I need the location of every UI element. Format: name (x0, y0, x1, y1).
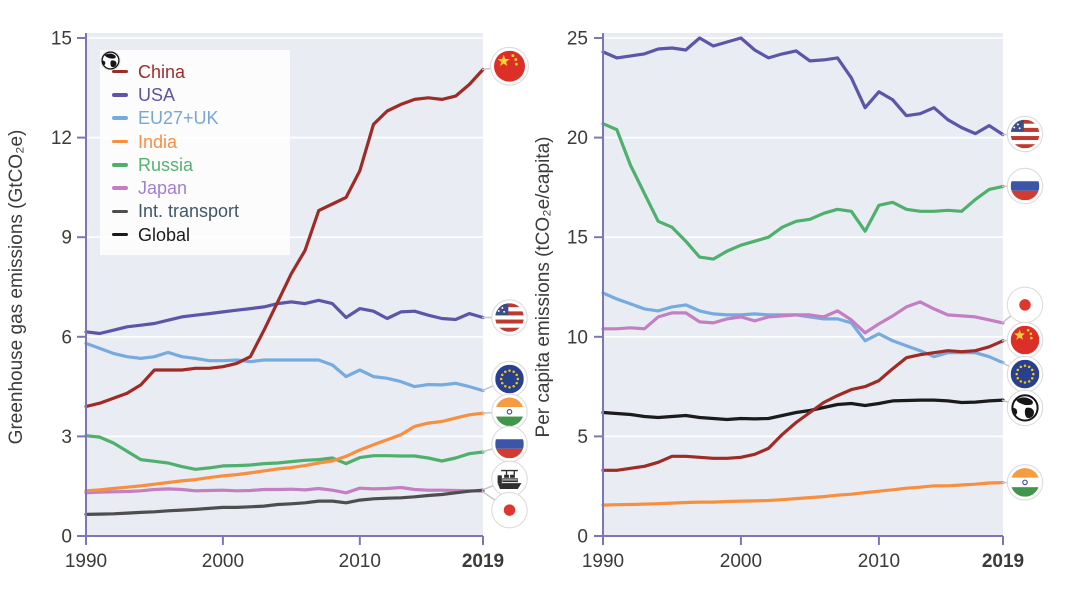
line-japan (84, 485, 485, 495)
line-india (601, 481, 1005, 507)
line-china (84, 67, 485, 409)
russia-flag-icon (1010, 171, 1040, 201)
legend-item-russia: Russia (100, 50, 290, 176)
india-flag-icon (495, 397, 524, 427)
line-eu27-uk (84, 341, 485, 393)
y-tick-label: 15 (567, 228, 588, 249)
legend-dash (112, 209, 128, 214)
line-global (601, 398, 1005, 422)
line-china (601, 339, 1005, 472)
y-tick-label: 6 (61, 327, 72, 348)
ship-flag-icon (495, 464, 524, 494)
legend-item-china: China (100, 50, 290, 83)
legend-dash (112, 116, 128, 120)
legend-label: India (138, 131, 178, 152)
japan-flag-icon (1010, 290, 1040, 320)
legend-dash (112, 93, 128, 97)
legend-label: USA (138, 84, 176, 105)
x-tick-label: 2010 (339, 551, 381, 572)
line-russia (601, 122, 1005, 261)
y-tick-label: 15 (51, 29, 72, 50)
usa-flag-icon (1010, 119, 1040, 149)
legend-label: China (138, 61, 186, 82)
legend-dash (112, 163, 128, 167)
right-chart: 0 5 10 15 20 25 1990 2000 2010 2019 (567, 29, 1044, 572)
right-y-axis-title: Per capita emissions (tCO₂e/capita) (533, 137, 554, 438)
legend-item-japan: Japan (100, 50, 290, 199)
japan-flag-icon (495, 495, 524, 525)
legend-item-eu27-uk: EU27+UK (100, 50, 290, 130)
legend-label: Russia (138, 154, 194, 175)
china-flag-icon (1010, 325, 1040, 355)
legend-label: Int. transport (138, 201, 240, 222)
usa-flag-icon (495, 303, 524, 332)
legend-label: Global (138, 224, 191, 245)
line-japan (601, 300, 1005, 335)
y-tick-label: 10 (567, 327, 588, 348)
x-tick-label: 2010 (858, 551, 900, 572)
y-tick-label: 3 (61, 427, 72, 448)
legend-label: Japan (138, 178, 188, 199)
legend-item-global: Global (100, 50, 290, 246)
x-tick-label: 2019 (462, 551, 504, 572)
line-int-transport (84, 488, 485, 517)
line-usa (601, 36, 1005, 137)
china-flag-icon (494, 50, 525, 82)
y-tick-label: 20 (567, 128, 588, 149)
x-tick-label: 1990 (582, 551, 624, 572)
india-flag-icon (1010, 468, 1040, 497)
globe-flag-icon (100, 50, 121, 71)
legend-item-india: India (100, 50, 290, 153)
legend-item-int-transport: Int. transport (100, 50, 290, 223)
left-y-axis-title: Greenhouse gas emissions (GtCO₂e) (6, 130, 27, 445)
legend: China USA EU27+UK India Russia Japan Int. tran… (100, 50, 290, 256)
x-tick-label: 1990 (65, 551, 107, 572)
russia-flag-icon (495, 429, 524, 459)
y-tick-label: 0 (61, 527, 72, 548)
x-tick-label: 2000 (720, 551, 762, 572)
legend-item-usa: USA (100, 50, 290, 106)
legend-dash (112, 69, 128, 74)
eu-flag-icon (495, 364, 524, 394)
x-tick-label: 2000 (202, 551, 244, 572)
y-tick-label: 5 (577, 427, 588, 448)
eu-flag-icon (1010, 359, 1040, 389)
legend-dash (112, 232, 128, 237)
legend-dash (112, 139, 128, 144)
y-tick-label: 12 (51, 128, 72, 149)
line-usa (84, 298, 485, 336)
y-tick-label: 0 (577, 527, 588, 548)
legend-label: EU27+UK (138, 108, 219, 129)
line-india (84, 411, 485, 493)
globe-flag-icon (1010, 393, 1040, 423)
line-russia (84, 434, 485, 471)
x-tick-label: 2019 (982, 551, 1024, 572)
y-tick-label: 25 (567, 29, 588, 50)
y-tick-label: 9 (61, 228, 72, 249)
legend-dash (112, 186, 128, 190)
plot-area (603, 33, 1003, 536)
